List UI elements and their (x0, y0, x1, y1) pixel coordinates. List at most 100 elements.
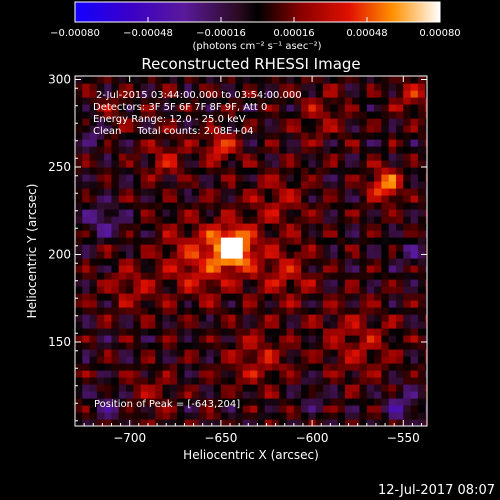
heatmap-cell (323, 125, 331, 133)
heatmap-cell (359, 419, 368, 426)
heatmap-cell (206, 335, 215, 343)
heatmap-cell (374, 377, 383, 385)
heatmap-cell (140, 223, 149, 231)
heatmap-cell (323, 300, 331, 308)
heatmap-cell (206, 321, 215, 329)
heatmap-cell (228, 167, 237, 175)
heatmap-cell (410, 321, 419, 329)
heatmap-cell (257, 356, 266, 364)
heatmap-cell (374, 132, 383, 140)
heatmap-cell (308, 251, 317, 259)
heatmap-cell (388, 307, 397, 315)
heatmap-cell (293, 181, 302, 189)
heatmap-cell (366, 293, 375, 301)
heatmap-cell (410, 356, 419, 364)
heatmap-cell (337, 377, 346, 385)
heatmap-cell (133, 83, 142, 91)
heatmap-cell (228, 398, 237, 406)
heatmap-cell (177, 244, 186, 252)
heatmap-cell (184, 230, 193, 238)
heatmap-cell (155, 216, 164, 224)
heatmap-cell (133, 356, 142, 364)
heatmap-cell (264, 244, 273, 252)
heatmap-cell (184, 146, 193, 154)
heatmap-cell (75, 412, 83, 420)
heatmap-cell (257, 412, 266, 420)
heatmap-cell (374, 328, 383, 336)
heatmap-cell (301, 412, 310, 420)
heatmap-cell (104, 174, 113, 182)
heatmap-cell (344, 342, 353, 350)
heatmap-cell (293, 293, 302, 301)
heatmap-cell (206, 300, 215, 308)
heatmap-cell (140, 293, 149, 301)
heatmap-cell (235, 384, 244, 392)
heatmap-cell (104, 202, 113, 210)
heatmap-cell (82, 384, 91, 392)
heatmap-cell (410, 349, 419, 357)
heatmap-cell (184, 90, 193, 98)
heatmap-cell (344, 363, 353, 371)
heatmap-cell (220, 230, 229, 238)
heatmap-cell (155, 321, 164, 329)
heatmap-cell (147, 209, 156, 217)
heatmap-cell (410, 139, 419, 147)
heatmap-cell (96, 391, 105, 399)
heatmap-cell (155, 286, 164, 294)
heatmap-cell (271, 181, 280, 189)
heatmap-cell (374, 202, 383, 210)
heatmap-cell (257, 398, 266, 406)
heatmap-cell (242, 132, 251, 140)
heatmap-cell (89, 230, 98, 238)
heatmap-cell (323, 146, 331, 154)
heatmap-cell (395, 384, 404, 392)
heatmap-cell (410, 251, 419, 259)
heatmap-cell (118, 328, 127, 336)
heatmap-cell (337, 314, 346, 322)
heatmap-cell (308, 195, 317, 203)
heatmap-cell (155, 265, 164, 273)
heatmap-cell (140, 111, 149, 119)
heatmap-cell (257, 125, 266, 133)
heatmap-cell (104, 279, 113, 287)
heatmap-cell (242, 363, 251, 371)
heatmap-cell (271, 286, 280, 294)
heatmap-cell (228, 300, 237, 308)
heatmap-cell (111, 335, 120, 343)
heatmap-cell (337, 405, 346, 413)
heatmap-cell (271, 237, 280, 245)
heatmap-cell (417, 139, 426, 147)
heatmap-cell (323, 202, 331, 210)
heatmap-cell (366, 384, 375, 392)
heatmap-cell (104, 244, 113, 252)
heatmap-cell (315, 118, 324, 126)
heatmap-cell (147, 223, 156, 231)
heatmap-cell (366, 251, 375, 259)
heatmap-cell (330, 181, 339, 189)
heatmap-cell (82, 342, 91, 350)
heatmap-cell (286, 132, 295, 140)
heatmap-cell (425, 90, 427, 98)
heatmap-cell (82, 76, 91, 84)
heatmap-cell (293, 167, 302, 175)
heatmap-cell (425, 181, 427, 189)
heatmap-cell (213, 160, 222, 168)
heatmap-cell (366, 377, 375, 385)
heatmap-cell (133, 384, 142, 392)
heatmap-cell (359, 251, 368, 259)
heatmap-cell (213, 321, 222, 329)
heatmap-cell (308, 398, 317, 406)
heatmap-cell (220, 258, 229, 266)
heatmap-cell (89, 377, 98, 385)
heatmap-cell (206, 391, 215, 399)
heatmap-cell (235, 405, 244, 413)
heatmap-cell (89, 405, 98, 413)
heatmap-cell (293, 160, 302, 168)
heatmap-cell (395, 216, 404, 224)
heatmap-cell (286, 223, 295, 231)
heatmap-cell (403, 76, 412, 84)
heatmap-cell (315, 384, 324, 392)
heatmap-cell (352, 419, 361, 426)
heatmap-cell (75, 272, 83, 280)
heatmap-cell (257, 181, 266, 189)
